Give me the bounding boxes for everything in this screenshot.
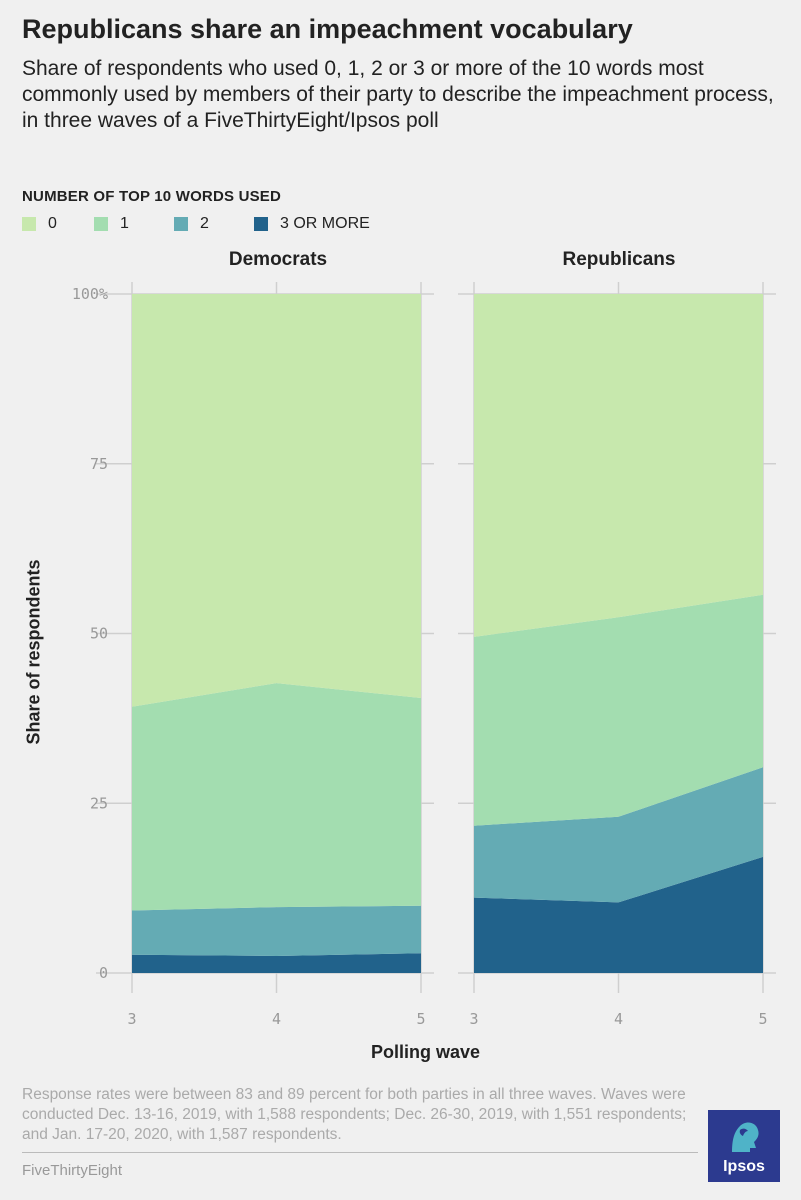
legend-item-0: 0 (22, 214, 57, 234)
area-3-or-more-0 (132, 953, 421, 973)
chart-subtitle: Share of respondents who used 0, 1, 2 or… (22, 57, 774, 132)
area-0-1 (474, 294, 763, 637)
y-tick-label: 25 (90, 794, 108, 812)
legend-label-2: 2 (200, 215, 209, 232)
legend-item-1: 1 (94, 214, 129, 234)
stacked-area-charts: 0 25 50 75 100% 3 4 5 3 4 5 (72, 282, 776, 1028)
area-2-0 (132, 905, 421, 956)
x-tick-label: 4 (272, 1010, 281, 1028)
legend-title: NUMBER OF TOP 10 WORDS USED (22, 188, 282, 205)
logo-text: Ipsos (723, 1158, 765, 1175)
chart-title: Republicans share an impeachment vocabul… (22, 14, 633, 44)
legend: 0 1 2 3 OR MORE (22, 214, 482, 234)
y-tick-label: 100% (72, 285, 108, 303)
y-tick-label: 50 (90, 625, 108, 643)
legend-swatch-1 (94, 217, 108, 231)
legend-label-0: 0 (48, 215, 57, 232)
x-tick-label: 4 (614, 1010, 623, 1028)
area-0-0 (132, 294, 421, 707)
x-tick-label: 3 (469, 1010, 478, 1028)
area-3-or-more-1 (474, 856, 763, 973)
legend-item-3: 3 OR MORE (254, 214, 370, 234)
y-axis-label: Share of respondents (23, 559, 44, 745)
legend-item-2: 2 (174, 214, 209, 234)
x-tick-label: 3 (127, 1010, 136, 1028)
divider (22, 1152, 698, 1153)
legend-label-3: 3 OR MORE (280, 215, 370, 232)
panel-title-republicans: Republicans (562, 249, 676, 270)
area-2-1 (474, 767, 763, 903)
legend-swatch-3 (254, 217, 268, 231)
area-1-0 (132, 683, 421, 911)
panel-title-democrats: Democrats (228, 249, 328, 270)
x-axis-label: Polling wave (370, 1042, 481, 1062)
legend-swatch-2 (174, 217, 188, 231)
ipsos-logo: Ipsos (708, 1110, 780, 1182)
area-1-1 (474, 594, 763, 826)
y-tick-label: 0 (99, 964, 108, 982)
legend-label-1: 1 (120, 215, 129, 232)
x-tick-label: 5 (758, 1010, 767, 1028)
y-tick-label: 75 (90, 455, 108, 473)
source-credit: FiveThirtyEight (22, 1162, 123, 1179)
footnote: Response rates were between 83 and 89 pe… (22, 1086, 687, 1143)
head-silhouette-icon (732, 1122, 759, 1152)
x-tick-label: 5 (416, 1010, 425, 1028)
legend-swatch-0 (22, 217, 36, 231)
